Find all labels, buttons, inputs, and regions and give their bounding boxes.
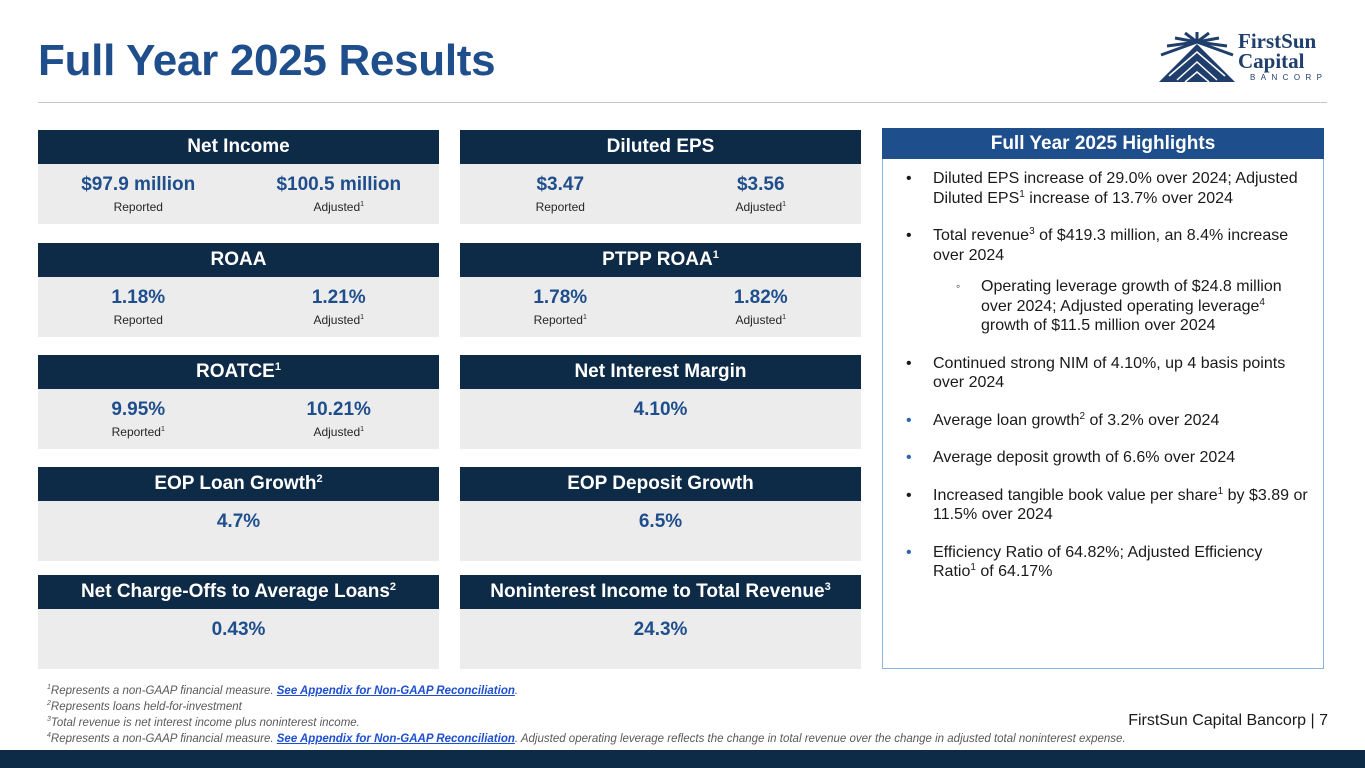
bullet-icon: •: [906, 411, 912, 429]
adjusted-value: 1.21%: [311, 287, 366, 308]
list-item: • Increased tangible book value per share…: [906, 485, 1308, 523]
page-title: Full Year 2025 Results: [38, 36, 496, 85]
footer-brand-page-number: FirstSun Capital Bancorp | 7: [1128, 712, 1328, 729]
metric-value: 4.7%: [216, 511, 261, 532]
metric-value: 6.5%: [638, 511, 683, 532]
footnote-1: 1Represents a non-GAAP financial measure…: [47, 684, 519, 697]
bottom-bar: [0, 750, 1365, 768]
appendix-link[interactable]: See Appendix for Non-GAAP Reconciliation: [276, 733, 515, 745]
highlights-panel: Full Year 2025 Highlights • Diluted EPS i…: [882, 128, 1324, 669]
net-income-card: Net Income $97.9 million Reported $100.5 …: [38, 130, 439, 224]
reported-label: Reported1: [533, 313, 587, 327]
card-header: EOP Loan Growth2: [38, 467, 439, 501]
logo-line-1: FirstSun: [1238, 29, 1317, 53]
eop-loan-growth-card: EOP Loan Growth2 4.7%: [38, 467, 439, 561]
metric-value: 24.3%: [633, 619, 688, 640]
reported-label: Reported: [113, 200, 163, 214]
logo-wordmark: FirstSun Capital BANCORP: [1238, 31, 1327, 83]
reported-label: Reported1: [111, 425, 165, 439]
roatce-card: ROATCE1 9.95% Reported1 10.21% Adjusted1: [38, 355, 439, 449]
list-subitem: ◦ Operating leverage growth of $24.8 mill…: [956, 278, 1282, 334]
bullet-icon: •: [906, 227, 912, 244]
roaa-card: ROAA 1.18% Reported 1.21% Adjusted1: [38, 243, 439, 337]
diluted-eps-card: Diluted EPS $3.47 Reported $3.56 Adjusted1: [460, 130, 861, 224]
card-header: ROATCE1: [38, 355, 439, 389]
adjusted-label: Adjusted1: [313, 313, 365, 327]
reported-value: 1.78%: [533, 287, 588, 308]
adjusted-value: 10.21%: [306, 399, 371, 420]
list-item: • Average loan growth2 of 3.2% over 2024: [906, 410, 1220, 429]
bullet-icon: •: [906, 354, 912, 372]
footnotes: 1Represents a non-GAAP financial measure…: [47, 683, 1126, 747]
firstsun-logo-icon: [1159, 31, 1235, 83]
list-item: • Total revenue3 of $419.3 million, an 8.…: [906, 226, 1289, 264]
appendix-link[interactable]: See Appendix for Non-GAAP Reconciliation: [276, 685, 515, 697]
adjusted-value: $3.56: [736, 174, 785, 195]
net-charge-offs-card: Net Charge-Offs to Average Loans2 0.43%: [38, 575, 439, 669]
reported-value: $97.9 million: [81, 174, 196, 195]
reported-value: $3.47: [536, 174, 585, 195]
footnote-3: 3Total revenue is net interest income pl…: [47, 716, 360, 729]
card-header: PTPP ROAA1: [460, 243, 861, 277]
title-divider: [38, 102, 1327, 103]
card-header: Net Charge-Offs to Average Loans2: [38, 575, 439, 609]
list-item: • Continued strong NIM of 4.10%, up 4 bas…: [906, 354, 1286, 392]
card-header: Net Interest Margin: [460, 355, 861, 389]
reported-value: 9.95%: [111, 399, 166, 420]
adjusted-label: Adjusted1: [735, 313, 787, 327]
list-item: • Diluted EPS increase of 29.0% over 2024…: [906, 170, 1298, 207]
list-item: • Efficiency Ratio of 64.82%; Adjusted Ef…: [906, 543, 1263, 581]
bullet-icon: •: [906, 170, 912, 187]
list-item: • Average deposit growth of 6.6% over 202…: [906, 449, 1236, 466]
metric-value: 0.43%: [211, 619, 266, 640]
footnote-2: 2Represents loans held-for-investment: [47, 700, 242, 713]
logo-line-3: BANCORP: [1250, 73, 1328, 82]
card-header: Noninterest Income to Total Revenue3: [460, 575, 861, 609]
eop-deposit-growth-card: EOP Deposit Growth 6.5%: [460, 467, 861, 561]
adjusted-label: Adjusted1: [313, 425, 365, 439]
reported-value: 1.18%: [111, 287, 166, 308]
adjusted-value: $100.5 million: [276, 174, 402, 195]
adjusted-value: 1.82%: [733, 287, 788, 308]
highlights-list: • Diluted EPS increase of 29.0% over 2024…: [883, 159, 1323, 582]
reported-label: Reported: [535, 200, 585, 214]
metric-value: 4.10%: [633, 399, 688, 420]
card-header: Diluted EPS: [460, 130, 861, 164]
adjusted-label: Adjusted1: [735, 200, 787, 214]
net-interest-margin-card: Net Interest Margin 4.10%: [460, 355, 861, 449]
card-header: ROAA: [38, 243, 439, 277]
footnote-4: 4Represents a non-GAAP financial measure…: [47, 732, 1126, 745]
sub-bullet-icon: ◦: [956, 279, 961, 293]
reported-label: Reported: [113, 313, 163, 327]
logo-line-2: Capital: [1238, 49, 1305, 73]
noninterest-income-card: Noninterest Income to Total Revenue3 24.…: [460, 575, 861, 669]
adjusted-label: Adjusted1: [313, 200, 365, 214]
bullet-icon: •: [906, 543, 912, 561]
card-header: EOP Deposit Growth: [460, 467, 861, 501]
ptpp-roaa-card: PTPP ROAA1 1.78% Reported1 1.82% Adjusted1: [460, 243, 861, 337]
bullet-icon: •: [906, 486, 912, 504]
highlights-title: Full Year 2025 Highlights: [882, 128, 1324, 159]
bullet-icon: •: [906, 449, 912, 466]
card-header: Net Income: [38, 130, 439, 164]
